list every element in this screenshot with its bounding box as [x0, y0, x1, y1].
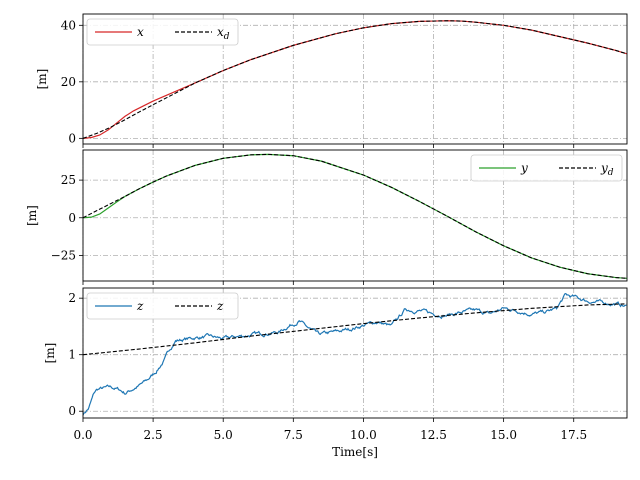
legend-label: y: [520, 161, 528, 175]
subplot-3: 0 1 2 0.0 2.5 5.0 7.5 10.0 12.5 15.0 17.5 [m] Time[s…: [43, 287, 628, 459]
subplot-2: −25 0 25 [m] y yd: [25, 149, 628, 285]
y-tick-label: 0: [68, 211, 76, 225]
legend-label: z: [136, 299, 144, 313]
y-axis-label: [m]: [35, 69, 49, 90]
legend-label: xd: [217, 25, 230, 42]
x-tick-label: 12.5: [420, 428, 447, 442]
y-tick-label: 0: [68, 404, 76, 418]
series-line-z-1: [83, 303, 627, 356]
x-axis-label: Time[s]: [332, 445, 378, 459]
plot-frame: [82, 149, 628, 282]
x-tick-label: 17.5: [560, 428, 587, 442]
legend-label: z: [216, 299, 224, 313]
x-tick-label: 15.0: [490, 428, 517, 442]
series-line-xd-1: [83, 20, 627, 139]
y-tick-label: −25: [51, 248, 76, 262]
legend-label: yd: [600, 161, 614, 178]
legend-box: [86, 18, 239, 46]
subplot-1: 0 20 40 [m] x xd: [35, 13, 628, 148]
x-tick-label: 10.0: [350, 428, 377, 442]
x-tick-label: 7.5: [284, 428, 303, 442]
y-tick-label: 20: [61, 75, 76, 89]
legend-box: [86, 292, 239, 320]
series-line-yd-1: [83, 153, 627, 279]
y-tick-label: 40: [61, 18, 76, 32]
y-tick-label: 25: [61, 173, 76, 187]
x-tick-label: 5.0: [214, 428, 233, 442]
legend: y yd: [470, 154, 623, 182]
x-tick-label: 0.0: [73, 428, 92, 442]
legend: x xd: [86, 18, 239, 46]
y-tick-label: 1: [68, 348, 76, 362]
plot-frame: [82, 13, 628, 145]
y-tick-label: 2: [68, 291, 76, 305]
legend-box: [470, 154, 623, 182]
legend-label: x: [137, 25, 144, 39]
x-tick-label: 2.5: [144, 428, 163, 442]
y-axis-label: [m]: [43, 343, 57, 364]
plot-frame: [82, 287, 628, 419]
y-axis-label: [m]: [25, 205, 39, 226]
y-tick-label: 0: [68, 131, 76, 145]
